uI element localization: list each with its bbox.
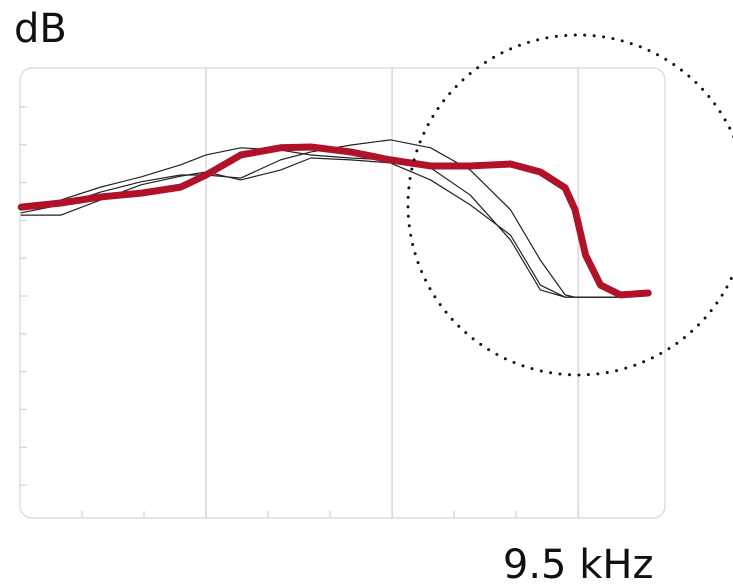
plot-frame (19, 67, 666, 519)
series-line (20, 157, 621, 298)
series-line (17, 143, 652, 299)
y-axis-label: dB (14, 6, 67, 52)
highlight-circle (406, 33, 733, 377)
x-tick-label: 9.5 kHz (503, 542, 654, 586)
